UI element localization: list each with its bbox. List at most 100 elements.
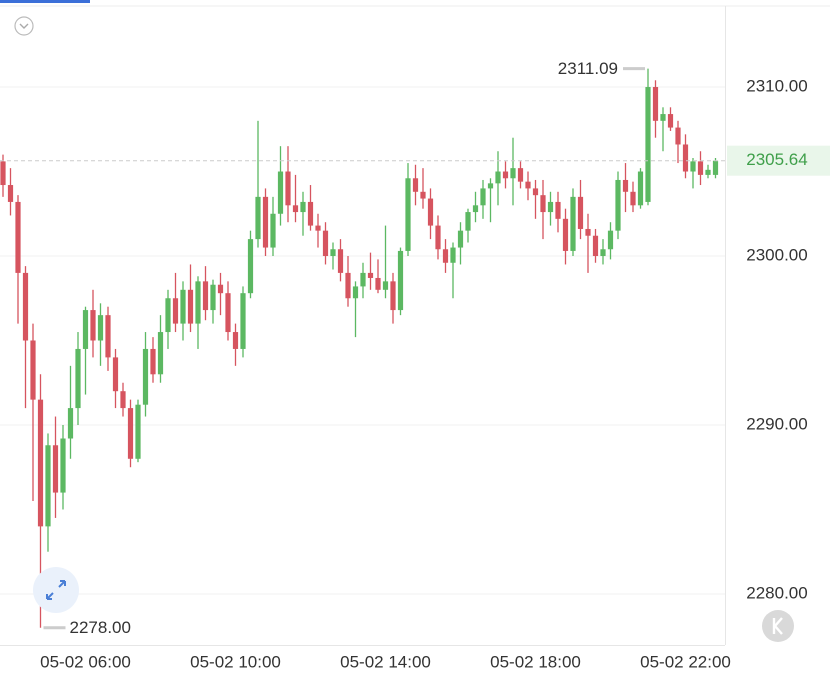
candle-body [442,249,449,263]
candle-body [270,213,276,248]
candle-body [285,171,291,206]
candle-body [45,445,51,527]
candle-body [375,277,381,290]
candle-body [195,281,201,324]
candle-body [607,230,614,250]
candle-body [0,161,6,186]
candle-body [555,201,561,219]
candle-body [180,289,186,324]
candle-body [600,249,606,257]
candle-body [450,247,456,263]
candle-body [495,171,501,184]
x-tick-label: 05-02 14:00 [340,652,431,671]
candle-body [457,230,464,248]
candle-body [52,445,59,493]
candle-body [142,348,149,405]
candle-body [570,196,576,251]
candle-body [67,408,74,439]
candle-body [517,168,524,182]
high-label: 2311.09 [558,59,618,78]
candle-body [397,250,404,311]
candle-body [712,160,719,175]
expand-button[interactable] [33,567,79,613]
candle-body [345,272,351,299]
candle-body [690,161,696,172]
candle-body [105,315,111,358]
candle-body [705,169,711,175]
y-tick-label: 2280.00 [746,583,807,602]
candle-body [667,114,674,128]
candle-body [480,188,486,206]
candle-body [577,196,584,229]
candle-body [405,178,411,251]
candle-body [127,408,134,459]
candle-body [30,340,36,400]
expand-icon [46,580,66,600]
candle-body [487,183,494,189]
k-button[interactable] [762,610,794,642]
top-tab-indicator [0,0,90,3]
candle-body [427,198,434,226]
low-label: 2278.00 [70,618,131,637]
candle-body [697,161,704,175]
collapse-chevron [19,23,29,29]
x-tick-label: 05-02 22:00 [640,652,731,671]
candle-body [540,195,546,213]
candle-body [337,249,344,273]
collapse-button[interactable] [14,16,34,36]
candle-body [472,205,479,213]
candle-body [547,201,554,213]
candle-body [255,196,261,240]
candle-body [292,205,299,213]
x-tick-label: 05-02 06:00 [40,652,131,671]
candle-body [300,201,306,213]
candle-body [615,179,621,231]
candle-body [322,230,329,257]
candle-body [435,225,441,250]
candle-body [420,191,426,199]
y-tick-label: 2300.00 [746,245,807,264]
last-price-label: 2305.64 [746,150,807,169]
candle-body [202,281,209,311]
candle-body [562,218,569,251]
candle-body [135,404,141,459]
candle-body [675,127,681,145]
candle-body [307,201,314,226]
candle-body [225,293,231,333]
candle-body [22,272,29,341]
candle-body [315,225,321,231]
candle-body [592,235,599,257]
y-tick-label: 2310.00 [746,77,807,96]
candle-body [120,391,126,409]
candle-body [165,298,171,333]
candle-body [232,332,239,349]
candle-body [247,239,254,294]
candle-body [660,114,666,121]
candle-body [637,171,644,206]
candle-body [412,178,419,192]
candle-body [367,272,374,278]
x-tick-label: 05-02 18:00 [490,652,581,671]
candle-body [157,332,164,375]
x-tick-label: 05-02 10:00 [190,652,281,671]
candle-body [510,168,516,179]
candle-body [622,179,629,192]
candle-body [75,348,81,409]
candle-body [15,201,21,273]
candle-body [630,191,636,206]
y-tick-label: 2290.00 [746,414,807,433]
candle-body [112,357,119,392]
k-icon [772,617,783,635]
candle-body [97,315,104,341]
candle-body [652,87,659,121]
candle-body [7,185,14,202]
last-price-box [727,145,830,176]
candle-body [682,144,689,172]
candle-body [645,87,651,202]
candle-body [277,171,284,214]
candle-body [502,171,509,179]
candle-body [465,212,471,231]
candle-body [187,289,194,324]
